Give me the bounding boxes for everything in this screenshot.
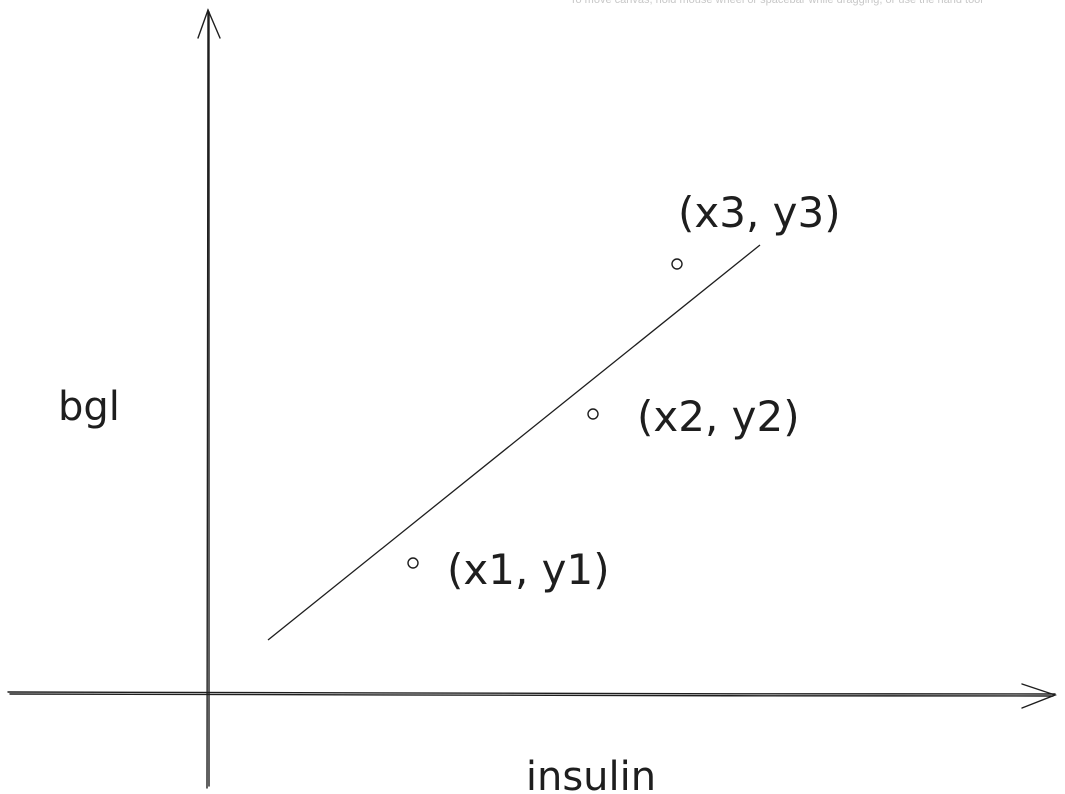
point <box>587 408 599 420</box>
y-axis <box>197 8 221 789</box>
point-label: (x1, y1) <box>447 545 610 594</box>
y-axis-label: bgl <box>58 384 120 430</box>
point-label: (x2, y2) <box>637 392 800 441</box>
x-axis <box>7 683 1058 709</box>
fit-line <box>267 244 761 641</box>
points <box>407 258 683 569</box>
point <box>407 557 419 569</box>
x-axis-label: insulin <box>526 754 656 794</box>
point-label: (x3, y3) <box>678 188 841 237</box>
point <box>671 258 683 270</box>
canvas-hint: To move canvas, hold mouse wheel or spac… <box>570 0 983 6</box>
